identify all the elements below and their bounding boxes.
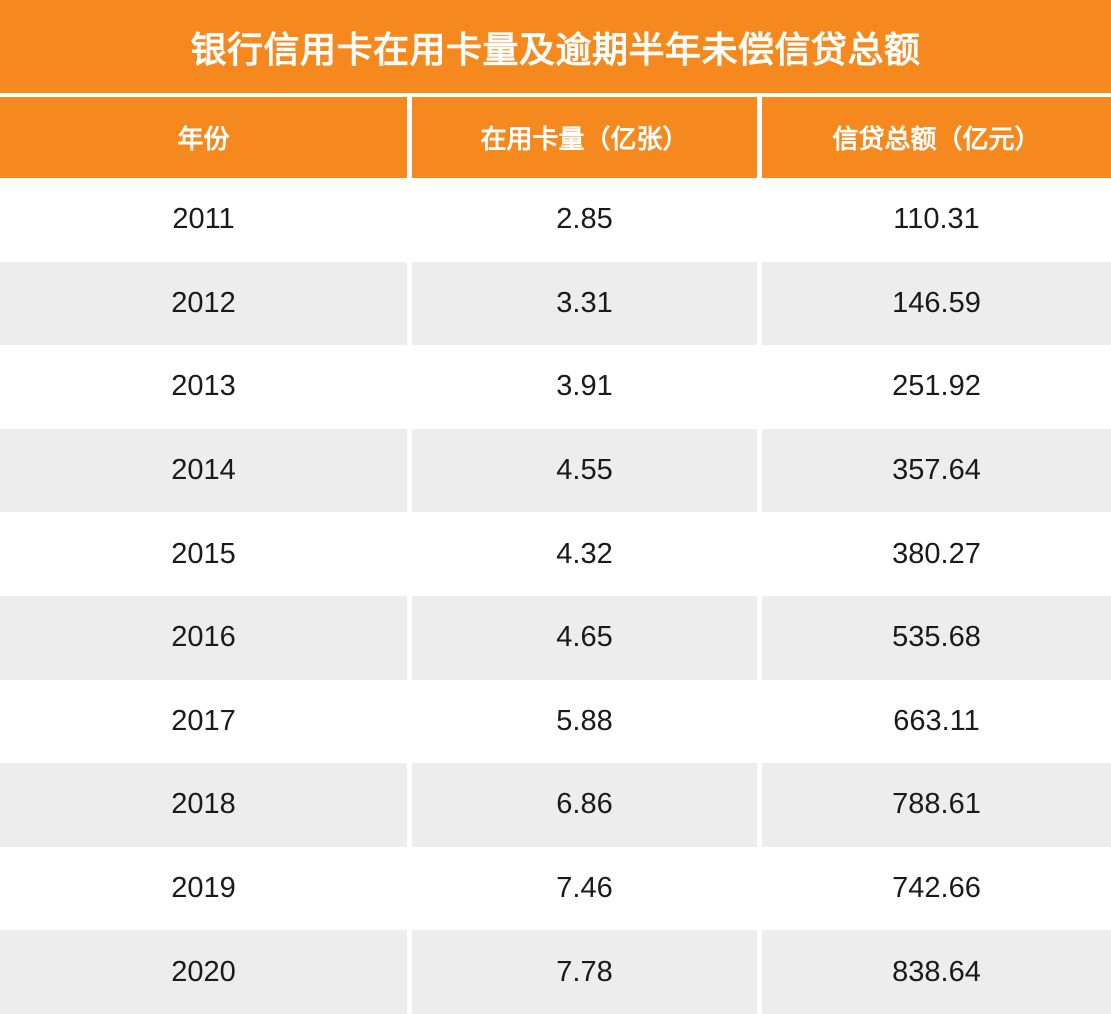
cell-cards-in-use: 5.88	[412, 679, 757, 764]
cell-credit-total: 357.64	[762, 428, 1111, 513]
cell-cards-in-use: 4.32	[412, 512, 757, 596]
cell-year: 2019	[0, 846, 407, 931]
cell-credit-total: 742.66	[762, 846, 1111, 931]
cell-credit-total: 535.68	[762, 595, 1111, 680]
cell-credit-total: 146.59	[762, 261, 1111, 346]
cell-cards-in-use: 3.31	[412, 261, 757, 346]
cell-year: 2020	[0, 930, 407, 1014]
cell-year: 2017	[0, 679, 407, 764]
cell-credit-total: 838.64	[762, 930, 1111, 1014]
column-header-cards-in-use: 在用卡量（亿张）	[412, 97, 757, 178]
cell-year: 2016	[0, 595, 407, 680]
cell-credit-total: 788.61	[762, 763, 1111, 847]
cell-cards-in-use: 6.86	[412, 763, 757, 847]
data-table: 年份 在用卡量（亿张） 信贷总额（亿元） 2011 2.85 110.31 2012 3…	[0, 97, 1111, 1014]
cell-year: 2012	[0, 261, 407, 346]
cell-year: 2014	[0, 428, 407, 513]
cell-cards-in-use: 3.91	[412, 345, 757, 429]
cell-year: 2018	[0, 763, 407, 847]
cell-cards-in-use: 7.78	[412, 930, 757, 1014]
cell-credit-total: 380.27	[762, 512, 1111, 596]
cell-credit-total: 110.31	[762, 178, 1111, 262]
cell-cards-in-use: 4.55	[412, 428, 757, 513]
cell-year: 2013	[0, 345, 407, 429]
cell-credit-total: 251.92	[762, 345, 1111, 429]
table-title: 银行信用卡在用卡量及逾期半年未偿信贷总额	[0, 0, 1111, 93]
cell-credit-total: 663.11	[762, 679, 1111, 764]
cell-year: 2015	[0, 512, 407, 596]
cell-year: 2011	[0, 178, 407, 262]
cell-cards-in-use: 4.65	[412, 595, 757, 680]
column-header-year: 年份	[0, 97, 407, 178]
cell-cards-in-use: 2.85	[412, 178, 757, 262]
column-header-credit-total: 信贷总额（亿元）	[762, 97, 1111, 178]
cell-cards-in-use: 7.46	[412, 846, 757, 931]
